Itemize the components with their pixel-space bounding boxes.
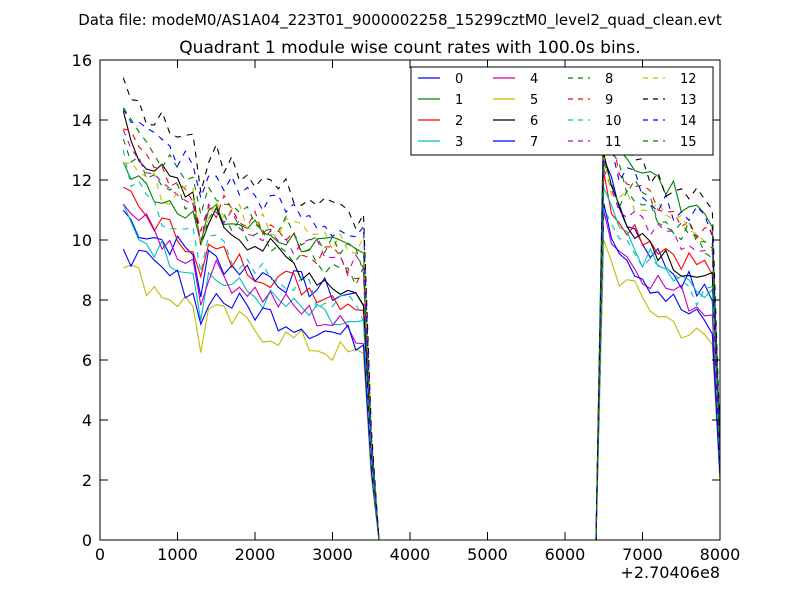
y-tick-label: 14 <box>72 111 92 130</box>
legend-label: 8 <box>605 72 613 87</box>
y-tick-label: 16 <box>72 51 92 70</box>
legend-label: 15 <box>680 135 697 150</box>
series-line-6 <box>122 110 721 541</box>
x-tick-label: 3000 <box>312 545 353 564</box>
chart-title: Quadrant 1 module wise count rates with … <box>179 38 640 58</box>
series-line-3 <box>122 187 721 541</box>
series-line-4 <box>122 203 721 541</box>
y-tick-label: 12 <box>72 171 92 190</box>
legend-box <box>410 66 714 156</box>
x-tick-label: 0 <box>95 545 105 564</box>
series-line-8 <box>122 121 721 541</box>
y-tick-label: 10 <box>72 231 92 250</box>
x-tick-label: 8000 <box>700 545 741 564</box>
x-tick-label: 1000 <box>157 545 198 564</box>
chart-suptitle: Data file: modeM0/AS1A04_223T01_90000022… <box>78 11 722 30</box>
legend-label: 4 <box>530 72 538 87</box>
legend-label: 0 <box>455 72 463 87</box>
series-line-5 <box>123 239 721 541</box>
y-tick-label: 2 <box>82 471 92 490</box>
series-line-1 <box>122 100 721 541</box>
x-tick-label: 7000 <box>622 545 663 564</box>
legend-label: 12 <box>680 72 697 87</box>
legend-label: 3 <box>455 135 463 150</box>
legend-label: 5 <box>530 93 538 108</box>
x-tick-label: 5000 <box>467 545 508 564</box>
series-line-14 <box>122 108 721 541</box>
series-line-12 <box>123 157 721 541</box>
legend-label: 11 <box>605 135 622 150</box>
legend-label: 2 <box>455 114 463 129</box>
series-line-15 <box>122 107 721 541</box>
x-tick-label: 6000 <box>545 545 586 564</box>
legend-label: 10 <box>605 114 622 129</box>
legend-label: 13 <box>680 93 697 108</box>
series-line-9 <box>123 120 721 541</box>
x-tick-label: 2000 <box>235 545 276 564</box>
series-line-11 <box>122 129 721 541</box>
legend-label: 9 <box>605 93 613 108</box>
y-tick-label: 4 <box>82 411 92 430</box>
x-tick-label: 4000 <box>390 545 431 564</box>
y-tick-label: 0 <box>82 531 92 550</box>
legend-label: 7 <box>530 135 538 150</box>
legend-label: 6 <box>530 114 538 129</box>
ticks-layer: 0 1000 2000 3000 4000 5000 6000 7000 80000246810… <box>72 51 741 564</box>
legend-label: 14 <box>680 114 697 129</box>
y-tick-label: 6 <box>82 351 92 370</box>
y-tick-label: 8 <box>82 291 92 310</box>
plot-frame <box>99 59 721 541</box>
legend-label: 1 <box>455 93 463 108</box>
x-offset-label: +2.70406e8 <box>620 563 720 582</box>
